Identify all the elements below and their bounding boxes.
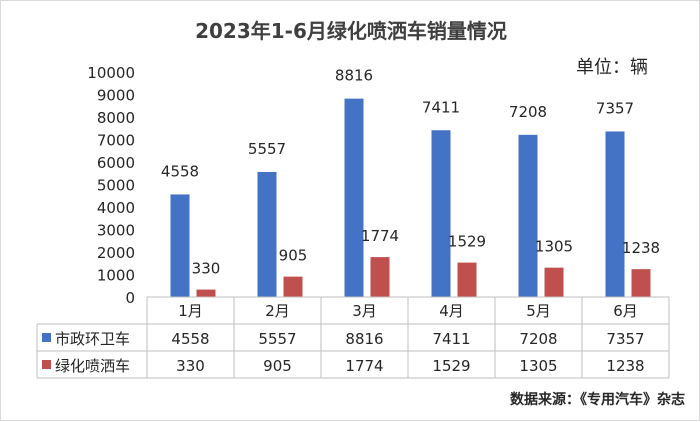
x-tick-label: 5月 [526, 302, 551, 320]
data-label: 4558 [161, 162, 199, 180]
bar-greening-2 [283, 276, 303, 297]
x-tick-label: 6月 [613, 302, 638, 320]
x-tick-label: 3月 [352, 302, 377, 320]
x-tick-label: 1月 [178, 302, 203, 320]
y-axis: 0 1000 2000 3000 4000 5000 6000 7000 8000 9000 100… [87, 64, 135, 307]
source-note: 数据来源：《专用汽车》杂志 [510, 392, 685, 408]
table-cell: 7357 [606, 330, 644, 348]
data-label: 8816 [335, 67, 373, 85]
y-tick-label: 4000 [97, 199, 135, 217]
y-tick-label: 9000 [97, 87, 135, 105]
bar-municipal-4 [431, 130, 451, 297]
legend-key-2 [42, 360, 51, 369]
data-label: 7208 [509, 103, 547, 121]
data-label: 7411 [422, 98, 460, 116]
data-label: 330 [192, 260, 221, 278]
data-label: 7357 [596, 99, 634, 117]
legend-key-1 [42, 333, 51, 342]
y-tick-label: 8000 [97, 109, 135, 127]
y-tick-label: 7000 [97, 132, 135, 150]
bar-greening-1 [196, 289, 216, 297]
table-cell: 330 [176, 357, 205, 375]
unit-label: 单位：辆 [576, 57, 648, 78]
y-tick-label: 0 [125, 289, 135, 307]
table-cell: 4558 [171, 330, 209, 348]
bar-municipal-6 [605, 131, 625, 297]
data-label: 1774 [361, 227, 399, 245]
legend-label: 市政环卫车 [55, 330, 130, 348]
table-cell: 905 [263, 357, 292, 375]
bar-municipal-1 [170, 194, 190, 297]
bar-municipal-3 [344, 98, 364, 297]
bar-greening-3 [370, 257, 390, 297]
y-tick-label: 10000 [87, 64, 135, 82]
x-tick-label: 2月 [265, 302, 290, 320]
table-cell: 1305 [519, 357, 557, 375]
bar-municipal-5 [518, 134, 538, 297]
bars-group [170, 98, 651, 297]
y-tick-label: 5000 [97, 177, 135, 195]
table-cell: 1774 [345, 357, 383, 375]
table-cell: 1238 [606, 357, 644, 375]
y-tick-label: 2000 [97, 244, 135, 262]
table-cell: 5557 [258, 330, 296, 348]
bar-greening-5 [544, 267, 564, 297]
data-label: 905 [279, 247, 308, 265]
data-label: 1305 [535, 238, 573, 256]
bar-greening-6 [631, 269, 651, 297]
table-cell: 1529 [432, 357, 470, 375]
chart-title: 2023年1-6月绿化喷洒车销量情况 [195, 19, 507, 43]
bar-greening-4 [457, 262, 477, 297]
table-cell: 8816 [345, 330, 383, 348]
y-tick-label: 1000 [97, 267, 135, 285]
data-label: 1529 [448, 233, 486, 251]
table-cell: 7411 [432, 330, 470, 348]
table-cell: 7208 [519, 330, 557, 348]
y-tick-label: 6000 [97, 154, 135, 172]
data-label: 5557 [248, 140, 286, 158]
data-labels-group: 4558 5557 8816 7411 7208 7357 330 905 1774 1529 13… [161, 67, 660, 278]
bar-municipal-2 [257, 171, 277, 297]
data-label: 1238 [622, 239, 660, 257]
x-tick-label: 4月 [439, 302, 464, 320]
legend-label: 绿化喷洒车 [55, 357, 130, 375]
y-tick-label: 3000 [97, 222, 135, 240]
